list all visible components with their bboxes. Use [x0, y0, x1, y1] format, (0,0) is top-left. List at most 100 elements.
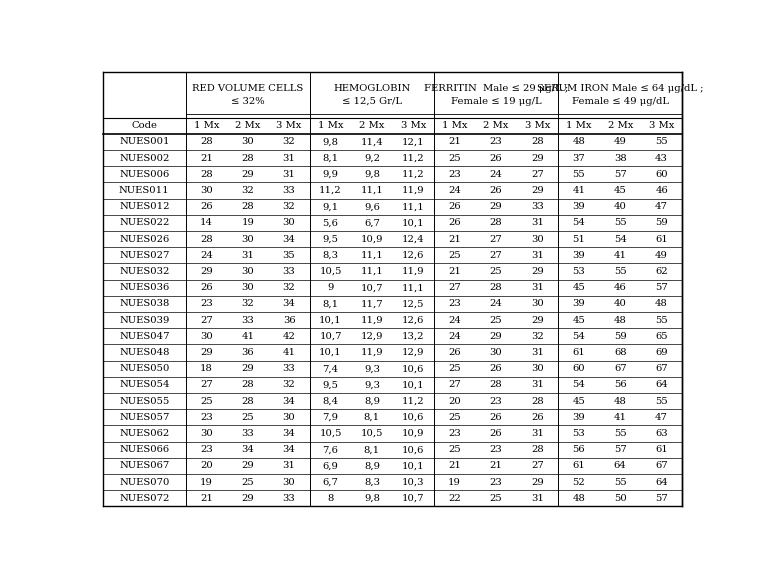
- Text: NUES027: NUES027: [119, 251, 169, 260]
- Text: 9,8: 9,8: [364, 494, 380, 503]
- Text: 8,4: 8,4: [322, 397, 339, 406]
- Text: 64: 64: [655, 380, 668, 390]
- Text: 7,4: 7,4: [322, 364, 339, 373]
- Text: 30: 30: [283, 478, 296, 486]
- Text: 27: 27: [200, 316, 213, 325]
- Text: 43: 43: [655, 154, 668, 163]
- Text: 50: 50: [614, 494, 627, 503]
- Text: 38: 38: [614, 154, 627, 163]
- Text: 33: 33: [241, 429, 254, 438]
- Text: 9,3: 9,3: [364, 380, 380, 390]
- Text: 35: 35: [283, 251, 296, 260]
- Text: 36: 36: [283, 316, 296, 325]
- Text: 61: 61: [655, 235, 668, 244]
- Text: 31: 31: [283, 461, 296, 470]
- Text: 21: 21: [448, 235, 461, 244]
- Text: NUES022: NUES022: [119, 218, 169, 227]
- Text: 34: 34: [283, 397, 296, 406]
- Text: 23: 23: [200, 413, 213, 422]
- Text: 61: 61: [572, 461, 585, 470]
- Text: 11,9: 11,9: [402, 267, 424, 276]
- Text: 37: 37: [572, 154, 585, 163]
- Text: 11,1: 11,1: [402, 283, 424, 292]
- Text: 25: 25: [448, 251, 461, 260]
- Text: 29: 29: [241, 170, 254, 179]
- Text: 6,9: 6,9: [322, 461, 339, 470]
- Text: 29: 29: [531, 478, 544, 486]
- Text: 12,9: 12,9: [361, 332, 383, 341]
- Text: 29: 29: [531, 154, 544, 163]
- Text: 31: 31: [531, 218, 544, 227]
- Text: 12,1: 12,1: [402, 138, 424, 147]
- Text: 30: 30: [200, 186, 213, 195]
- Text: 20: 20: [200, 461, 213, 470]
- Text: 32: 32: [283, 138, 296, 147]
- Text: 48: 48: [614, 397, 627, 406]
- Text: NUES039: NUES039: [119, 316, 169, 325]
- Text: 10,9: 10,9: [402, 429, 424, 438]
- Text: 9,3: 9,3: [364, 364, 380, 373]
- Text: NUES062: NUES062: [119, 429, 169, 438]
- Text: Code: Code: [131, 121, 157, 130]
- Text: 25: 25: [448, 413, 461, 422]
- Text: 26: 26: [489, 364, 502, 373]
- Text: 53: 53: [572, 429, 585, 438]
- Text: 55: 55: [614, 218, 627, 227]
- Text: 3 Mx: 3 Mx: [525, 121, 550, 130]
- Text: 23: 23: [489, 138, 502, 147]
- Text: 20: 20: [448, 397, 461, 406]
- Text: NUES067: NUES067: [119, 461, 169, 470]
- Text: 28: 28: [531, 445, 544, 454]
- Text: 32: 32: [241, 300, 254, 308]
- Text: 25: 25: [241, 413, 254, 422]
- Text: 33: 33: [283, 494, 296, 503]
- Text: 10,7: 10,7: [319, 332, 342, 341]
- Text: 61: 61: [572, 348, 585, 357]
- Text: 19: 19: [448, 478, 461, 486]
- Text: NUES066: NUES066: [119, 445, 169, 454]
- Text: 45: 45: [614, 186, 627, 195]
- Text: 23: 23: [489, 397, 502, 406]
- Text: 28: 28: [200, 170, 213, 179]
- Text: NUES054: NUES054: [119, 380, 169, 390]
- Text: RED VOLUME CELLS: RED VOLUME CELLS: [192, 84, 303, 93]
- Text: 53: 53: [572, 267, 585, 276]
- Text: 29: 29: [241, 364, 254, 373]
- Text: 27: 27: [200, 380, 213, 390]
- Text: 33: 33: [531, 202, 544, 211]
- Text: 59: 59: [655, 218, 668, 227]
- Text: 13,2: 13,2: [402, 332, 424, 341]
- Text: 30: 30: [531, 364, 544, 373]
- Text: 9,1: 9,1: [322, 202, 339, 211]
- Text: 30: 30: [200, 332, 213, 341]
- Text: NUES057: NUES057: [119, 413, 169, 422]
- Text: 27: 27: [531, 170, 544, 179]
- Text: 9,6: 9,6: [364, 202, 380, 211]
- Text: 30: 30: [241, 138, 254, 147]
- Text: 31: 31: [531, 348, 544, 357]
- Text: 29: 29: [200, 267, 213, 276]
- Text: 23: 23: [448, 170, 461, 179]
- Text: 9: 9: [327, 283, 334, 292]
- Text: 39: 39: [572, 413, 585, 422]
- Text: 64: 64: [655, 478, 668, 486]
- Text: 30: 30: [200, 429, 213, 438]
- Text: 60: 60: [655, 170, 668, 179]
- Text: 11,2: 11,2: [402, 170, 424, 179]
- Text: 55: 55: [655, 397, 668, 406]
- Text: 22: 22: [448, 494, 461, 503]
- Text: 11,9: 11,9: [402, 186, 424, 195]
- Text: 52: 52: [572, 478, 585, 486]
- Text: 55: 55: [614, 267, 627, 276]
- Text: 3 Mx: 3 Mx: [649, 121, 674, 130]
- Text: 41: 41: [283, 348, 296, 357]
- Text: 25: 25: [489, 316, 502, 325]
- Text: 1 Mx: 1 Mx: [442, 121, 467, 130]
- Text: NUES001: NUES001: [119, 138, 169, 147]
- Text: 26: 26: [489, 186, 502, 195]
- Text: 57: 57: [614, 445, 627, 454]
- Text: NUES026: NUES026: [119, 235, 169, 244]
- Text: 28: 28: [489, 283, 502, 292]
- Text: 26: 26: [448, 348, 461, 357]
- Text: 31: 31: [531, 380, 544, 390]
